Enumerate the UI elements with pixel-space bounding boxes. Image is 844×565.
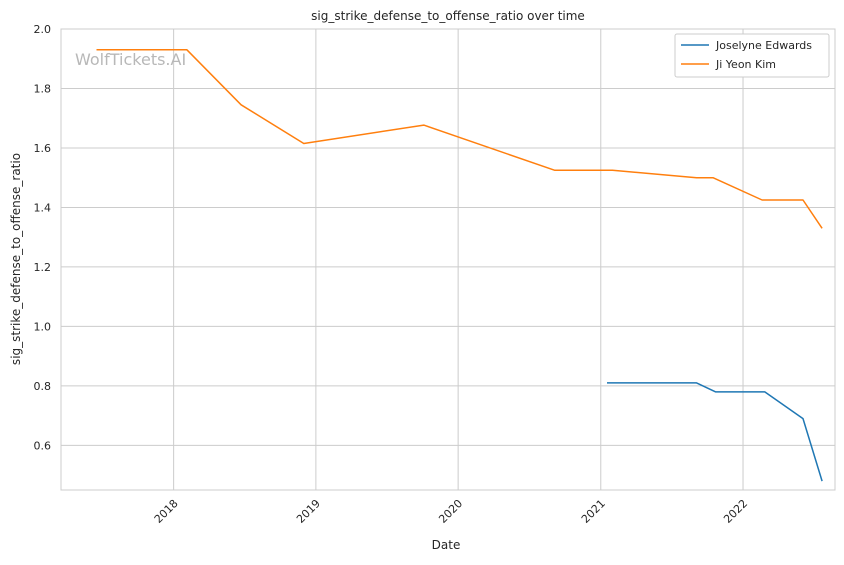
watermark: WolfTickets.AI — [75, 50, 186, 69]
x-tick-label: 2019 — [294, 497, 323, 526]
y-tick-label: 1.4 — [34, 201, 52, 214]
x-tick-label: 2018 — [152, 497, 181, 526]
legend: Joselyne Edwards Ji Yeon Kim — [674, 33, 830, 78]
plot-area — [61, 29, 835, 490]
y-tick-label: 1.8 — [34, 82, 52, 95]
legend-label-joselyne-edwards: Joselyne Edwards — [715, 39, 812, 52]
y-tick-label: 0.6 — [34, 439, 52, 452]
plot-frame — [60, 28, 836, 491]
series-line-ji-yeon-kim — [96, 49, 823, 229]
y-tick-label: 1.0 — [34, 320, 52, 333]
grid-lines — [61, 28, 835, 490]
y-tick-label: 2.0 — [34, 23, 52, 36]
y-tick-label: 0.8 — [34, 380, 52, 393]
legend-box — [674, 33, 830, 78]
y-tick-label: 1.2 — [34, 261, 52, 274]
legend-label-ji-yeon-kim: Ji Yeon Kim — [715, 58, 776, 71]
series-lines — [96, 49, 823, 482]
x-tick-label: 2020 — [436, 497, 465, 526]
x-axis-label: Date — [432, 538, 461, 552]
x-tick-label: 2021 — [579, 497, 608, 526]
series-line-joselyne-edwards — [607, 382, 823, 482]
x-tick-label: 2022 — [721, 497, 750, 526]
chart-title: sig_strike_defense_to_offense_ratio over… — [311, 9, 585, 23]
y-axis-label: sig_strike_defense_to_offense_ratio — [9, 153, 23, 365]
y-tick-label: 1.6 — [34, 142, 52, 155]
